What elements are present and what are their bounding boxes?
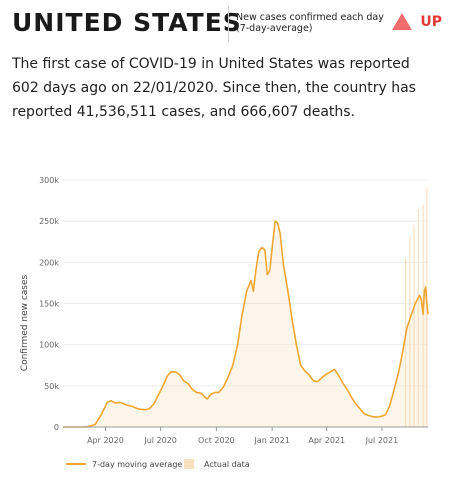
header: UNITED STATES New cases confirmed each d… [12,6,442,42]
y-tick-label: 50k [44,382,59,391]
x-axis: Apr 2020 Jul 2020 Oct 2020 Jan 2021 Apr 2021… [87,427,398,445]
trend-label: UP [420,14,442,30]
triangle-up-icon [392,13,412,30]
x-tick-label: Jan 2021 [254,436,290,445]
y-axis: 0 50k 100k 150k 200k 250k 300k [39,176,59,432]
legend-actual-data-label: Actual data [204,460,250,469]
metric-label: New cases confirmed each day (7-day-aver… [236,12,384,34]
y-tick-label: 300k [39,176,59,185]
legend: 7-day moving average Actual data [66,459,250,469]
x-tick-label: Jul 2021 [365,436,399,445]
legend-actual-data-swatch [184,459,194,469]
actual-data-bars [404,188,428,427]
y-tick-label: 100k [39,341,59,350]
x-tick-label: Oct 2020 [198,436,235,445]
y-tick-label: 200k [39,258,59,267]
legend-moving-average-label: 7-day moving average [92,460,182,469]
x-tick-label: Jul 2020 [143,436,177,445]
y-tick-label: 250k [39,217,59,226]
cases-chart: 0 50k 100k 150k 200k 250k 300k Apr 2020 Jul 202… [20,176,429,469]
summary: The first case of COVID-19 in United Sta… [12,52,440,124]
y-tick-label: 150k [39,300,59,309]
x-tick-label: Apr 2021 [308,436,345,445]
y-tick-label: 0 [54,423,59,432]
country-title: UNITED STATES [12,8,242,37]
header-divider [228,6,229,42]
y-axis-title: Confirmed new cases [20,274,30,371]
moving-average-line [63,220,429,428]
x-tick-label: Apr 2020 [87,436,124,445]
summary-text: The first case of COVID-19 in United Sta… [12,56,416,120]
actual-data-area [63,221,428,427]
